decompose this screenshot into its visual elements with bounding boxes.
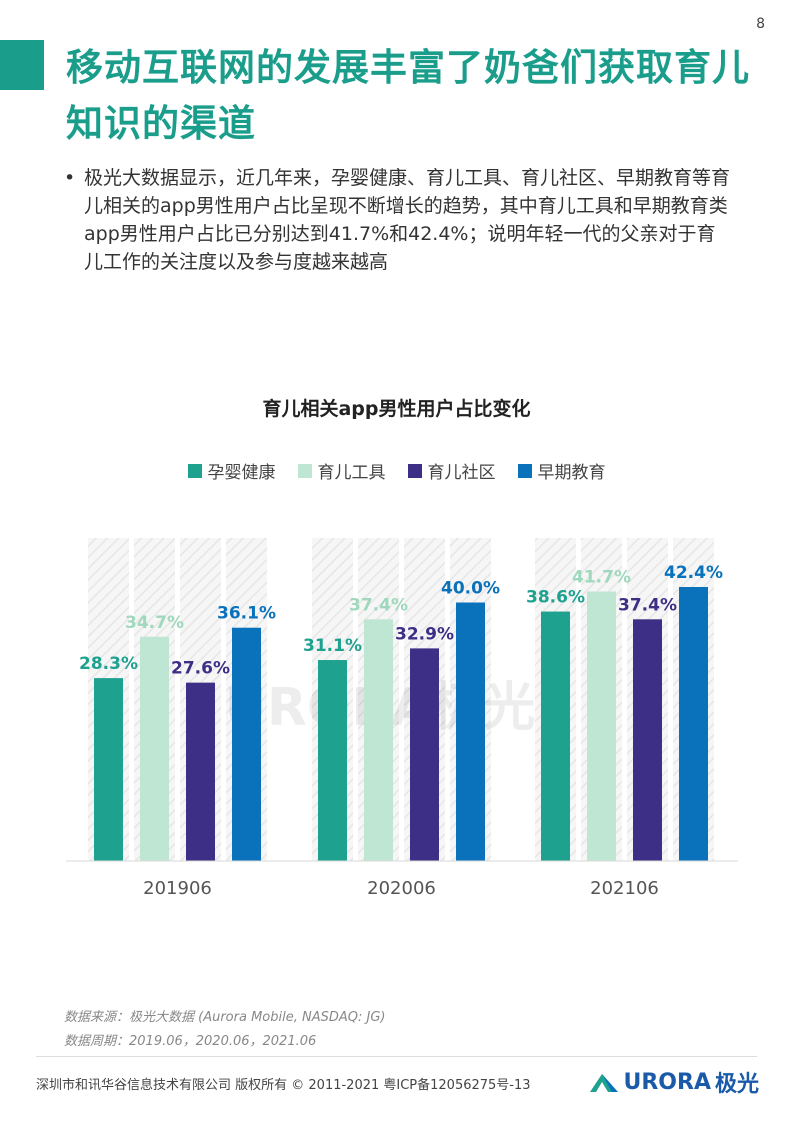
bar-202006-0 bbox=[318, 660, 347, 861]
bar-202106-1 bbox=[587, 591, 616, 861]
data-label: 37.4% bbox=[618, 595, 677, 615]
logo-text: URORA bbox=[623, 1069, 711, 1095]
legend-label: 育儿工具 bbox=[317, 463, 386, 483]
bullet-dot: • bbox=[64, 167, 76, 189]
legend-item-community: 育儿社区 bbox=[407, 458, 496, 483]
legend-item-tools: 育儿工具 bbox=[297, 458, 386, 483]
summary-bullet: • 极光大数据显示，近几年来，孕婴健康、育儿工具、育儿社区、早期教育等育儿相关的… bbox=[64, 164, 734, 276]
bar-201906-3 bbox=[232, 627, 261, 861]
legend-item-yunying: 孕婴健康 bbox=[187, 458, 276, 483]
legend-swatch bbox=[297, 463, 312, 478]
legend-swatch bbox=[407, 463, 422, 478]
title-accent-bar bbox=[0, 40, 44, 90]
legend-label: 育儿社区 bbox=[427, 463, 496, 483]
logo-cn: 极光 bbox=[714, 1072, 759, 1097]
legend-swatch bbox=[187, 463, 202, 478]
data-label: 37.4% bbox=[349, 595, 408, 615]
chart-legend: 孕婴健康 育儿工具 育儿社区 早期教育 bbox=[0, 458, 793, 483]
data-label: 32.9% bbox=[395, 624, 454, 644]
legend-label: 早期教育 bbox=[537, 463, 606, 483]
x-tick-label: 201906 bbox=[143, 878, 212, 899]
bar-201906-1 bbox=[140, 636, 169, 861]
bar-201906-2 bbox=[186, 682, 215, 861]
footer-divider bbox=[36, 1056, 757, 1057]
legend-item-education: 早期教育 bbox=[517, 458, 606, 483]
data-label: 40.0% bbox=[441, 579, 500, 599]
chart-title: 育儿相关app男性用户占比变化 bbox=[262, 398, 531, 420]
bar-202006-2 bbox=[410, 648, 439, 861]
bar-202006-3 bbox=[456, 602, 485, 861]
page-title: 移动互联网的发展丰富了奶爸们获取育儿知识的渠道 bbox=[66, 46, 750, 145]
bar-202106-3 bbox=[679, 587, 708, 861]
bullet-text: 极光大数据显示，近几年来，孕婴健康、育儿工具、育儿社区、早期教育等育儿相关的ap… bbox=[84, 167, 731, 273]
data-label: 34.7% bbox=[125, 613, 184, 633]
period-line: 数据周期：2019.06，2020.06，2021.06 bbox=[64, 1034, 317, 1049]
bar-202106-2 bbox=[633, 619, 662, 861]
data-label: 41.7% bbox=[572, 568, 631, 588]
footer-copyright: 深圳市和讯华谷信息技术有限公司 版权所有 © 2011-2021 粤ICP备12… bbox=[36, 1078, 531, 1093]
legend-swatch bbox=[517, 463, 532, 478]
data-label: 27.6% bbox=[171, 659, 230, 679]
aurora-logo-icon bbox=[589, 1074, 618, 1092]
data-label: 28.3% bbox=[79, 654, 138, 674]
bar-202006-1 bbox=[364, 619, 393, 861]
legend-label: 孕婴健康 bbox=[207, 463, 276, 483]
x-tick-label: 202106 bbox=[590, 878, 659, 899]
data-label: 31.1% bbox=[303, 636, 362, 656]
page-number: 8 bbox=[756, 16, 765, 32]
bar-202106-0 bbox=[541, 611, 570, 861]
source-line: 数据来源：极光大数据 (Aurora Mobile, NASDAQ: JG) bbox=[64, 1010, 386, 1025]
bar-201906-0 bbox=[94, 678, 123, 861]
data-label: 38.6% bbox=[526, 588, 585, 608]
data-source: 数据来源：极光大数据 (Aurora Mobile, NASDAQ: JG) 数… bbox=[64, 1006, 385, 1054]
aurora-logo: URORA 极光 bbox=[588, 1066, 759, 1098]
data-label: 36.1% bbox=[217, 604, 276, 624]
x-tick-label: 202006 bbox=[367, 878, 436, 899]
data-label: 42.4% bbox=[664, 563, 723, 583]
